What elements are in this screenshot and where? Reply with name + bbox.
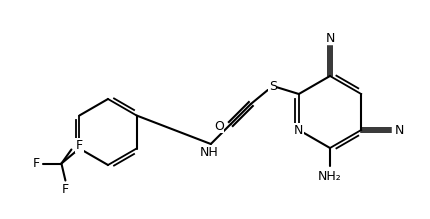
Text: F: F: [33, 157, 40, 170]
Text: NH: NH: [200, 145, 218, 159]
Text: N: N: [394, 124, 404, 136]
Text: F: F: [62, 183, 69, 196]
Text: N: N: [326, 32, 335, 44]
Text: N: N: [294, 124, 304, 136]
Text: O: O: [214, 120, 224, 132]
Text: F: F: [76, 139, 83, 152]
Text: S: S: [269, 79, 277, 92]
Text: NH₂: NH₂: [318, 170, 342, 182]
